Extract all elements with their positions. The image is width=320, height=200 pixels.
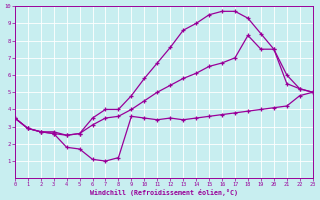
X-axis label: Windchill (Refroidissement éolien,°C): Windchill (Refroidissement éolien,°C) [90, 189, 238, 196]
